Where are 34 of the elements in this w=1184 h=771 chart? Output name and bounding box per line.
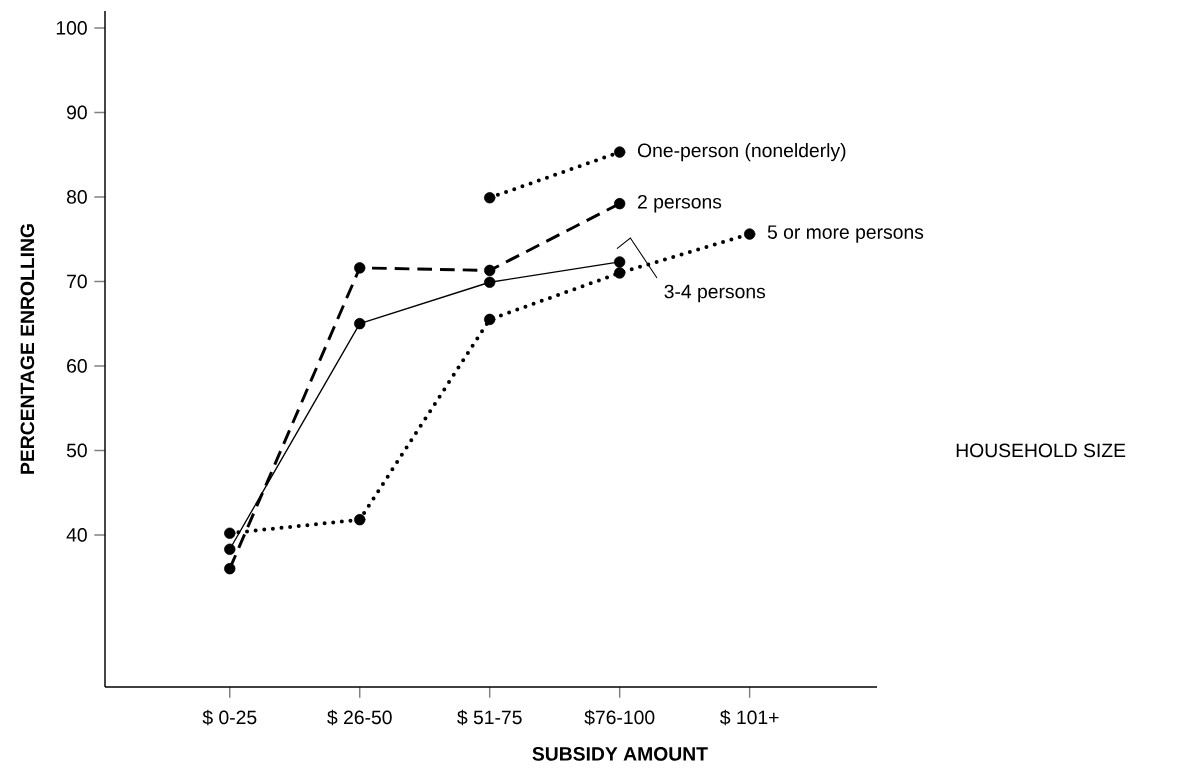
point bbox=[224, 527, 236, 539]
point bbox=[614, 267, 626, 279]
point bbox=[354, 514, 366, 526]
point bbox=[484, 192, 496, 204]
point bbox=[614, 256, 626, 268]
x-tick-label: $ 51-75 bbox=[457, 709, 522, 726]
point bbox=[354, 262, 366, 274]
y-tick-label: 70 bbox=[67, 274, 87, 289]
point bbox=[614, 197, 626, 210]
point bbox=[484, 313, 496, 326]
point bbox=[484, 264, 496, 277]
y-tick-label: 60 bbox=[67, 359, 87, 373]
point bbox=[614, 146, 626, 158]
point bbox=[484, 276, 496, 288]
y-tick-label: 80 bbox=[66, 190, 87, 204]
y-axis-title: PERCENTAGE ENROLLING bbox=[20, 224, 35, 474]
legend-title: HOUSEHOLD SIZE bbox=[956, 443, 1126, 458]
y-tick-label: 50 bbox=[66, 443, 87, 458]
x-tick-label: $ 26-50 bbox=[327, 709, 392, 726]
x-axis-title: SUBSIDY AMOUNT bbox=[532, 747, 708, 761]
point bbox=[743, 228, 756, 240]
x-tick-label: $ 0-25 bbox=[202, 709, 257, 726]
text: 3-4 persons bbox=[664, 284, 766, 303]
point bbox=[224, 563, 236, 575]
series-label: 2 persons bbox=[638, 194, 722, 213]
series-label: One-person (nonelderly) bbox=[637, 143, 846, 162]
y-tick-label: 40 bbox=[66, 528, 87, 542]
y-tick-label: 100 bbox=[56, 21, 87, 35]
y-tick-label: 90 bbox=[67, 105, 87, 120]
series-label: 5 or more persons bbox=[767, 225, 924, 243]
x-tick-label: $76-100 bbox=[584, 709, 655, 726]
point bbox=[354, 317, 366, 330]
point bbox=[224, 543, 236, 555]
x-tick-label: $ 101+ bbox=[720, 709, 779, 726]
